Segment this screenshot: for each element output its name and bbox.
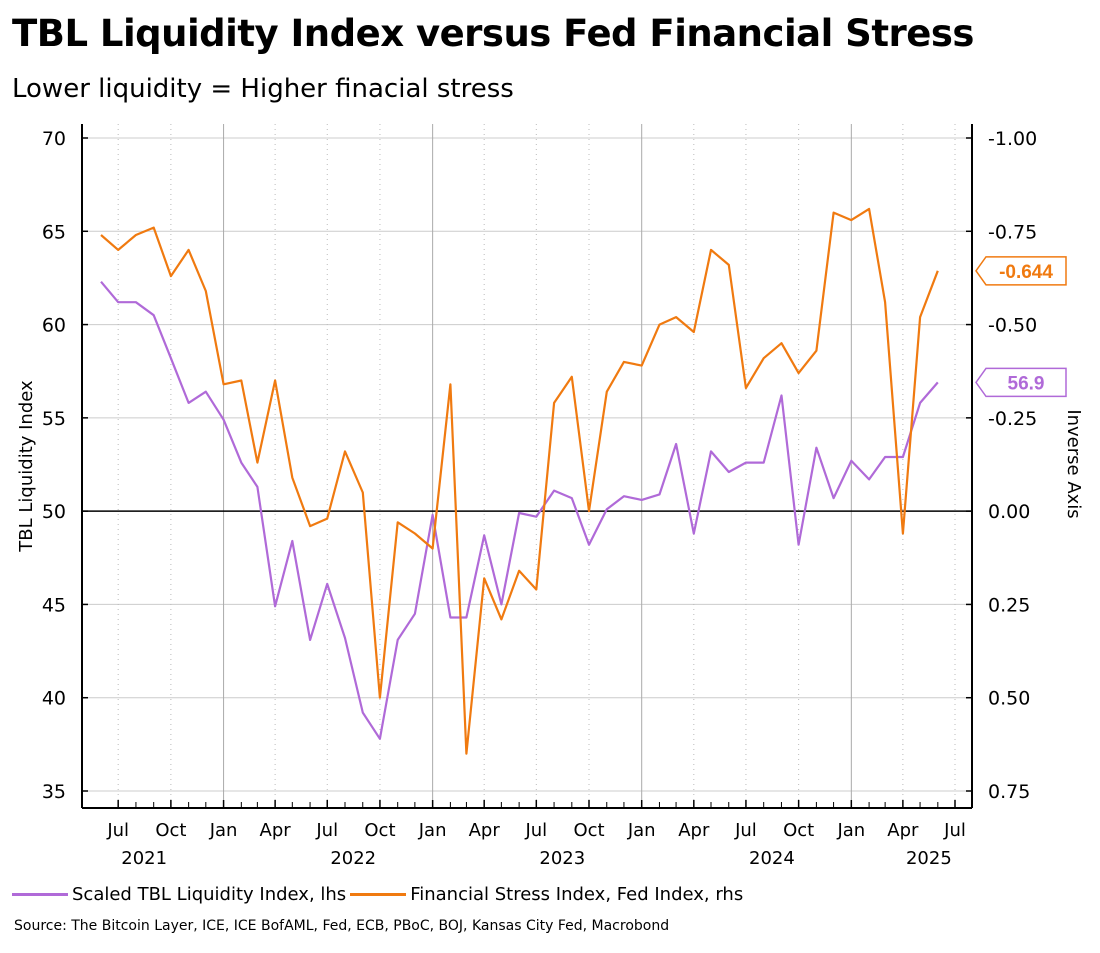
x-tick-label: Oct bbox=[155, 820, 186, 841]
y-tick-label-right: 0.00 bbox=[988, 501, 1030, 523]
y-tick-label-left: 50 bbox=[42, 501, 66, 523]
y-axis-title-left: TBL Liquidity Index bbox=[16, 380, 37, 553]
x-tick-label: Oct bbox=[364, 820, 395, 841]
legend: Scaled TBL Liquidity Index, lhs Financia… bbox=[12, 884, 747, 905]
callout-stress-last-box bbox=[975, 256, 1067, 286]
x-tick-label: Jan bbox=[209, 820, 238, 841]
y-tick-label-left: 70 bbox=[42, 128, 66, 150]
x-tick-label: Jul bbox=[106, 820, 129, 841]
y-tick-label-left: 65 bbox=[42, 221, 66, 243]
y-tick-label-left: 40 bbox=[42, 688, 66, 710]
x-tick-label: Jul bbox=[943, 820, 966, 841]
x-tick-label: Jul bbox=[524, 820, 547, 841]
y-tick-label-right: 0.25 bbox=[988, 594, 1030, 616]
series-line-stress bbox=[100, 207, 939, 755]
callout-stress-last: -0.644 bbox=[999, 262, 1053, 283]
series-line-liquidity bbox=[100, 280, 939, 740]
y-tick-label-right: -1.00 bbox=[988, 128, 1037, 150]
x-tick-label: Jan bbox=[418, 820, 447, 841]
source-note: Source: The Bitcoin Layer, ICE, ICE BofA… bbox=[14, 918, 670, 934]
callout-liquidity-last-box bbox=[975, 367, 1067, 398]
x-tick-label: Jul bbox=[734, 820, 757, 841]
y-tick-label-left: 55 bbox=[42, 408, 66, 430]
legend-swatch-liquidity bbox=[12, 893, 68, 896]
x-tick-label: Apr bbox=[887, 820, 919, 841]
y-tick-label-left: 35 bbox=[42, 781, 66, 803]
y-tick-label-right: 0.75 bbox=[988, 781, 1030, 803]
y-tick-label-right: -0.25 bbox=[988, 408, 1037, 430]
y-tick-label-left: 45 bbox=[42, 594, 66, 616]
legend-item-stress: Financial Stress Index, Fed Index, rhs bbox=[350, 884, 743, 905]
y-tick-label-right: -0.50 bbox=[988, 315, 1037, 337]
x-tick-label: Jul bbox=[315, 820, 338, 841]
legend-item-liquidity: Scaled TBL Liquidity Index, lhs bbox=[12, 884, 346, 905]
chart-title: TBL Liquidity Index versus Fed Financial… bbox=[12, 12, 974, 55]
x-year-label: 2021 bbox=[121, 848, 167, 869]
x-year-label: 2022 bbox=[330, 848, 376, 869]
x-tick-label: Jan bbox=[627, 820, 656, 841]
x-tick-label: Jan bbox=[836, 820, 865, 841]
x-tick-label: Oct bbox=[783, 820, 814, 841]
x-year-label: 2025 bbox=[906, 848, 952, 869]
x-tick-label: Apr bbox=[678, 820, 710, 841]
y-tick-label-left: 60 bbox=[42, 315, 66, 337]
y-tick-label-right: -0.75 bbox=[988, 221, 1037, 243]
legend-swatch-stress bbox=[350, 893, 407, 896]
x-tick-label: Oct bbox=[573, 820, 604, 841]
x-tick-label: Apr bbox=[260, 820, 292, 841]
chart-subtitle: Lower liquidity = Higher finacial stress bbox=[12, 74, 514, 104]
callout-liquidity-last: 56.9 bbox=[1008, 373, 1045, 394]
legend-label-stress: Financial Stress Index, Fed Index, rhs bbox=[410, 884, 744, 905]
y-axis-title-right: Inverse Axis bbox=[1063, 409, 1084, 518]
y-tick-label-right: 0.50 bbox=[988, 688, 1030, 710]
x-year-label: 2024 bbox=[749, 848, 795, 869]
x-year-label: 2023 bbox=[539, 848, 585, 869]
legend-label-liquidity: Scaled TBL Liquidity Index, lhs bbox=[72, 884, 347, 905]
x-tick-label: Apr bbox=[469, 820, 501, 841]
